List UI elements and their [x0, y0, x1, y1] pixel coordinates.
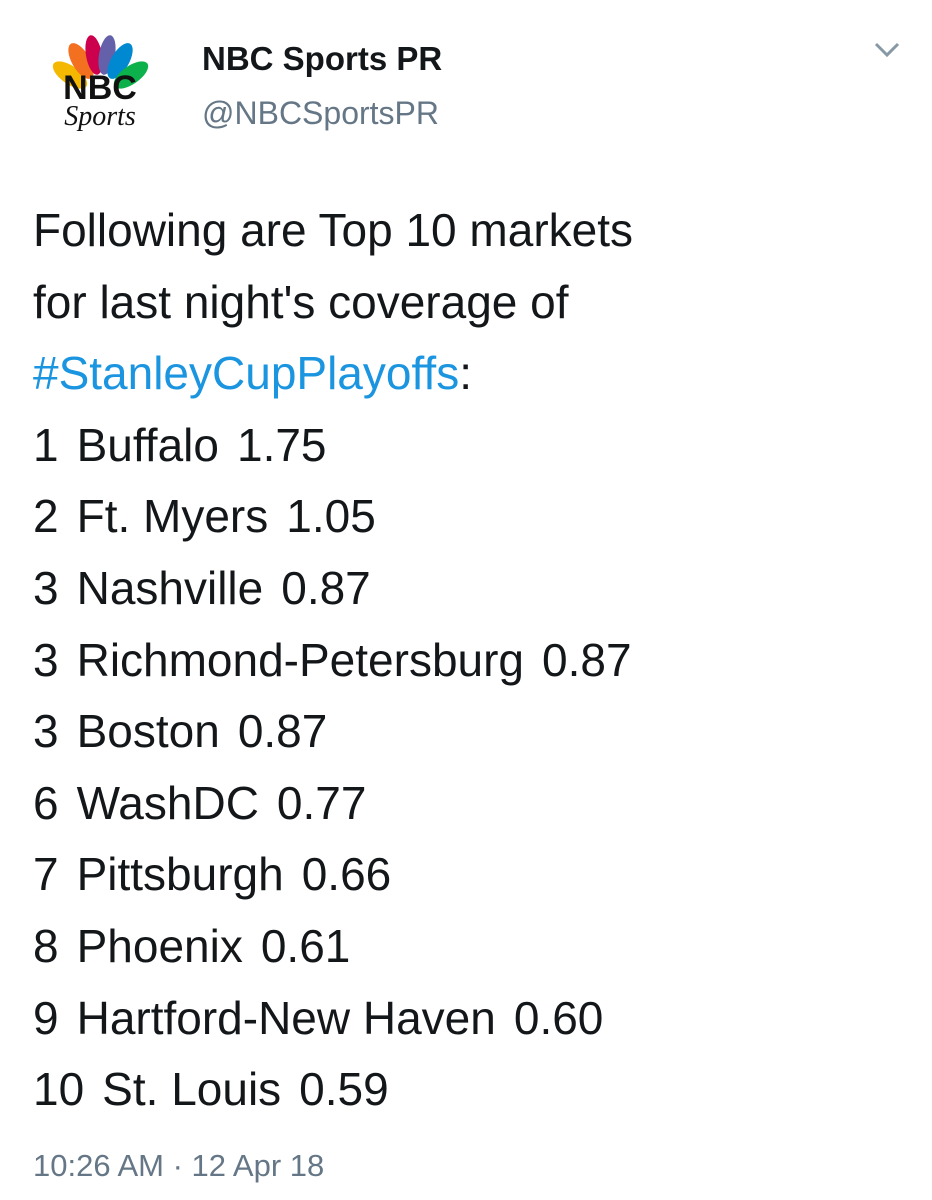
market: Buffalo: [76, 418, 219, 471]
logo-subtext: Sports: [64, 101, 136, 132]
rating: 1.05: [286, 490, 376, 543]
rating: 0.66: [301, 848, 392, 901]
rating: 0.60: [513, 991, 604, 1044]
rank: 9: [33, 991, 59, 1044]
market: Boston: [76, 705, 220, 758]
market-row: 7 Pittsburgh 0.66: [33, 839, 633, 911]
market-row: 6 WashDC 0.77: [33, 768, 633, 840]
logo-text: NBC: [63, 69, 137, 107]
rank: 2: [33, 490, 59, 543]
rating: 0.77: [276, 776, 367, 829]
rank: 7: [33, 848, 59, 901]
market: Nashville: [76, 561, 264, 614]
more-menu[interactable]: [872, 40, 902, 60]
market-row: 2 Ft. Myers 1.05: [33, 481, 633, 553]
rank: 3: [33, 633, 59, 686]
timestamp[interactable]: 10:26 AM · 12 Apr 18: [33, 1148, 325, 1183]
text-line: Following are Top 10 markets: [33, 204, 633, 256]
text-line: for last night's coverage of: [33, 275, 569, 328]
rating: 1.75: [236, 418, 327, 471]
market: Richmond-Petersburg: [76, 633, 525, 686]
market-row: 3 Boston 0.87: [33, 696, 633, 768]
hashtag[interactable]: #StanleyCupPlayoffs: [33, 347, 460, 400]
tweet-text: Following are Top 10 markets for last nig…: [33, 195, 633, 1126]
market: St. Louis: [102, 1063, 282, 1116]
market: Phoenix: [76, 919, 243, 972]
peacock: [52, 35, 149, 89]
rating: 0.87: [237, 705, 328, 758]
rank: 3: [33, 705, 59, 758]
rank: 3: [33, 561, 59, 614]
rating: 0.59: [299, 1063, 389, 1116]
handle[interactable]: @NBCSportsPR: [202, 95, 439, 131]
market-row: 10 St. Louis 0.59: [33, 1054, 633, 1126]
rank: 10: [33, 1063, 85, 1116]
market-row: 1 Buffalo 1.75: [33, 410, 633, 482]
market-row: 9 Hartford-New Haven 0.60: [33, 983, 633, 1055]
text-line: #StanleyCupPlayoffs:: [33, 338, 633, 410]
market-row: 3 Nashville 0.87: [33, 553, 633, 625]
rating: 0.87: [281, 561, 371, 614]
market: WashDC: [76, 776, 259, 829]
market: Hartford-New Haven: [76, 991, 496, 1044]
market-row: 3 Richmond-Petersburg 0.87: [33, 625, 633, 697]
market: Pittsburgh: [76, 848, 284, 901]
avatar-logo[interactable]: NBC Sports: [28, 25, 173, 150]
rating: 0.61: [260, 919, 351, 972]
rank: 8: [33, 919, 59, 972]
rank: 1: [33, 418, 59, 471]
market: Ft. Myers: [76, 490, 269, 543]
display-name[interactable]: NBC Sports PR: [202, 40, 443, 77]
market-row: 8 Phoenix 0.61: [33, 911, 633, 983]
rank: 6: [33, 776, 59, 829]
punctuation: :: [459, 347, 472, 400]
rating: 0.87: [542, 633, 632, 686]
